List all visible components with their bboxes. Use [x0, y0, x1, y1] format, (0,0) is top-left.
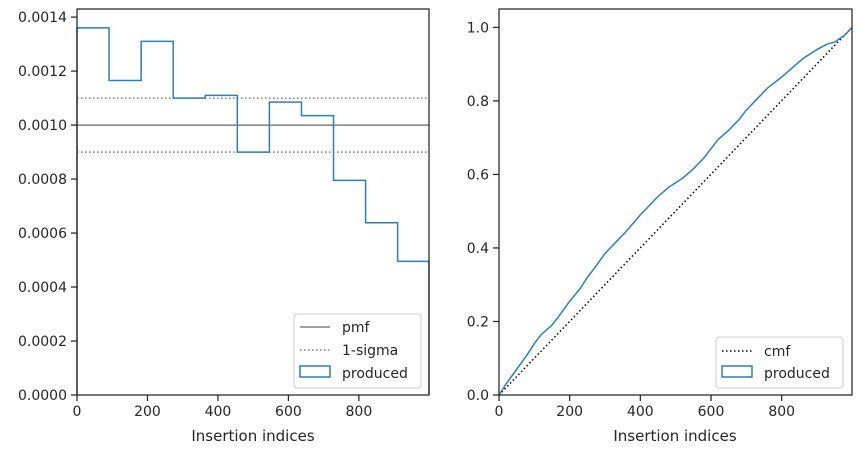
x-ticks: 0 200 400 600 800 [73, 395, 373, 420]
y-tick-label: 0.0010 [18, 118, 67, 134]
legend-produced-swatch [299, 365, 331, 378]
y-tick-label: 0.6 [467, 167, 489, 183]
y-tick-label: 0.2 [467, 314, 489, 330]
reference-lines [77, 97, 429, 153]
x-axis-label: Insertion indices [191, 427, 314, 445]
y-tick-label: 0.0006 [18, 226, 67, 242]
histogram-chart: 0 200 400 600 800 0.00000.00020.00040.00060.… [18, 8, 430, 445]
cumulative-series [498, 26, 853, 396]
x-tick-label: 800 [768, 404, 795, 420]
legend-1-sigma-label: 1-sigma [342, 343, 398, 359]
x-tick-label: 600 [275, 404, 302, 420]
x-tick-label: 0 [495, 404, 504, 420]
produced-series-line [76, 27, 430, 395]
y-tick-label: 0.4 [467, 241, 489, 257]
x-tick-label: 0 [73, 404, 82, 420]
x-tick-label: 200 [134, 404, 161, 420]
x-tick-label: 800 [346, 404, 373, 420]
produced-series-line [498, 26, 853, 396]
plot-frame [76, 8, 430, 396]
x-tick-label: 400 [205, 404, 232, 420]
legend: cmf produced [715, 336, 844, 389]
legend-pmf-label: pmf [342, 320, 371, 336]
y-tick-label: 1.0 [467, 20, 489, 36]
y-ticks: 0.0000 0.0002 0.0004 0.0006 0.0008 0.0010 0.00… [18, 10, 77, 404]
y-tick-label: 0.0012 [18, 64, 67, 80]
legend-produced-label: produced [342, 366, 408, 382]
legend-produced-swatch [721, 365, 753, 378]
x-tick-label: 200 [556, 404, 583, 420]
x-axis-label: Insertion indices [613, 427, 736, 445]
y-tick-label: 0.0002 [18, 334, 67, 350]
y-ticks: 0.0 0.2 0.4 0.6 0.8 1.0 [467, 20, 499, 404]
legend-box [293, 313, 422, 389]
y-tick-label: 0.0014 [18, 10, 67, 26]
y-tick-label: 0.8 [467, 94, 489, 110]
cmf-series-line [498, 26, 853, 396]
x-ticks: 0 200 400 600 800 [495, 395, 795, 420]
plot-frame [498, 8, 853, 396]
x-tick-label: 400 [627, 404, 654, 420]
cumulative-chart: 0 200 400 600 800 0.0 0.2 0.4 0.6 0.8 1.0 Inserti… [467, 8, 853, 445]
y-tick-label: 0.0008 [18, 172, 67, 188]
y-tick-label: 0.0004 [18, 280, 67, 296]
legend-produced-label: produced [764, 366, 830, 382]
x-tick-label: 600 [698, 404, 725, 420]
produced-series [76, 27, 430, 395]
legend: pmf 1-sigma produced [293, 313, 422, 389]
legend-cmf-label: cmf [764, 344, 791, 360]
y-tick-label: 0.0 [467, 388, 489, 404]
legend-box [715, 336, 844, 389]
y-tick-label: 0.0000 [18, 388, 67, 404]
